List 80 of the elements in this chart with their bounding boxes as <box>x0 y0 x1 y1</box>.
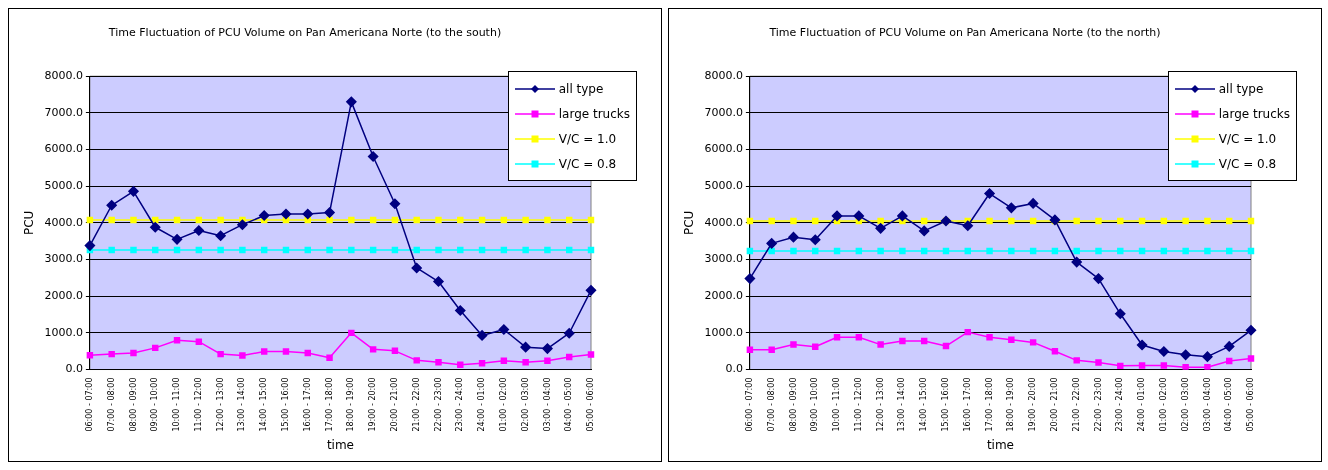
legend-label: V/C = 0.8 <box>1218 156 1277 171</box>
x-tick-label: 20:00 - 21:00 <box>389 377 399 432</box>
x-tick-label: 15:00 - 16:00 <box>941 377 951 432</box>
x-tick-label: 12:00 - 13:00 <box>215 377 225 432</box>
y-tick-label: 0.0 <box>725 362 743 376</box>
x-tick-label: 16:00 - 17:00 <box>302 377 312 432</box>
y-tick-label: 3000.0 <box>704 252 743 266</box>
y-tick-label: 5000.0 <box>704 179 743 193</box>
x-axis-title: time <box>986 437 1015 452</box>
x-tick-label: 20:00 - 21:00 <box>1049 377 1059 432</box>
x-tick-label: 24:00 - 01:00 <box>1137 377 1147 432</box>
x-tick-label: 21:00 - 22:00 <box>411 377 421 432</box>
y-tick-label: 1000.0 <box>44 325 83 339</box>
x-tick-label: 14:00 - 15:00 <box>259 377 269 432</box>
x-tick-label: 18:00 - 19:00 <box>1006 377 1016 432</box>
y-tick-label: 7000.0 <box>44 105 83 119</box>
x-tick-label: 11:00 - 12:00 <box>193 377 203 432</box>
y-tick-label: 0.0 <box>65 362 83 376</box>
legend-label: large trucks <box>558 106 630 121</box>
x-tick-label: 06:00 - 07:00 <box>84 377 94 432</box>
x-tick-label: 17:00 - 18:00 <box>324 377 334 432</box>
legend-label: all type <box>1218 81 1264 96</box>
x-tick-label: 11:00 - 12:00 <box>853 377 863 432</box>
x-tick-label: 02:00 - 03:00 <box>520 377 530 432</box>
x-tick-label: 05:00 - 06:00 <box>586 377 596 432</box>
x-tick-label: 14:00 - 15:00 <box>919 377 929 432</box>
x-tick-label: 07:00 - 08:00 <box>766 377 776 432</box>
x-tick-label: 15:00 - 16:00 <box>281 377 291 432</box>
y-tick-label: 5000.0 <box>44 179 83 193</box>
x-tick-label: 04:00 - 05:00 <box>564 377 574 432</box>
x-tick-label: 01:00 - 02:00 <box>498 377 508 432</box>
x-tick-label: 09:00 - 10:00 <box>810 377 820 432</box>
y-tick-label: 8000.0 <box>44 69 83 83</box>
legend-label: V/C = 0.8 <box>558 156 617 171</box>
x-tick-label: 18:00 - 19:00 <box>346 377 356 432</box>
x-tick-label: 13:00 - 14:00 <box>237 377 247 432</box>
x-tick-label: 13:00 - 14:00 <box>897 377 907 432</box>
x-tick-label: 01:00 - 02:00 <box>1158 377 1168 432</box>
legend-label: V/C = 1.0 <box>558 131 617 146</box>
y-tick-label: 6000.0 <box>704 142 743 156</box>
x-tick-label: 05:00 - 06:00 <box>1246 377 1256 432</box>
x-tick-label: 03:00 - 04:00 <box>1202 377 1212 432</box>
y-tick-label: 3000.0 <box>44 252 83 266</box>
x-tick-label: 08:00 - 09:00 <box>128 377 138 432</box>
y-tick-label: 2000.0 <box>704 289 743 303</box>
x-tick-label: 19:00 - 20:00 <box>1028 377 1038 432</box>
x-tick-label: 09:00 - 10:00 <box>150 377 160 432</box>
chart-title: Time Fluctuation of PCU Volume on Pan Americana Norte (to the south) <box>107 26 502 40</box>
x-tick-label: 16:00 - 17:00 <box>962 377 972 432</box>
x-tick-label: 07:00 - 08:00 <box>106 377 116 432</box>
y-axis-title: PCU <box>682 210 697 236</box>
x-tick-label: 12:00 - 13:00 <box>875 377 885 432</box>
x-tick-label: 24:00 - 01:00 <box>477 377 487 432</box>
y-tick-label: 7000.0 <box>704 105 743 119</box>
y-tick-label: 4000.0 <box>44 215 83 229</box>
legend-label: all type <box>558 81 604 96</box>
y-axis-title: PCU <box>22 210 37 236</box>
y-tick-label: 1000.0 <box>704 325 743 339</box>
x-tick-label: 21:00 - 22:00 <box>1071 377 1081 432</box>
y-tick-label: 2000.0 <box>44 289 83 303</box>
chart-title: Time Fluctuation of PCU Volume on Pan Americana Norte (to the north) <box>768 26 1161 40</box>
x-tick-label: 02:00 - 03:00 <box>1180 377 1190 432</box>
x-tick-label: 04:00 - 05:00 <box>1224 377 1234 432</box>
x-tick-label: 23:00 - 24:00 <box>455 377 465 432</box>
x-tick-label: 10:00 - 11:00 <box>832 377 842 432</box>
x-tick-label: 22:00 - 23:00 <box>1093 377 1103 432</box>
legend-label: V/C = 1.0 <box>1218 131 1277 146</box>
x-axis-title: time <box>326 437 355 452</box>
y-tick-label: 6000.0 <box>44 142 83 156</box>
x-tick-label: 08:00 - 09:00 <box>788 377 798 432</box>
x-tick-label: 10:00 - 11:00 <box>172 377 182 432</box>
x-tick-label: 19:00 - 20:00 <box>368 377 378 432</box>
legend-label: large trucks <box>1218 106 1290 121</box>
x-tick-label: 03:00 - 04:00 <box>542 377 552 432</box>
y-tick-label: 8000.0 <box>704 69 743 83</box>
x-tick-label: 22:00 - 23:00 <box>433 377 443 432</box>
y-tick-label: 4000.0 <box>704 215 743 229</box>
x-tick-label: 23:00 - 24:00 <box>1115 377 1125 432</box>
x-tick-label: 06:00 - 07:00 <box>744 377 754 432</box>
x-tick-label: 17:00 - 18:00 <box>984 377 994 432</box>
